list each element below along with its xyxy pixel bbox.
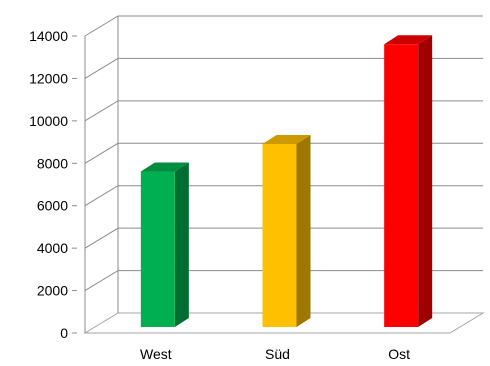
bar-süd bbox=[262, 134, 311, 327]
bar-front-face bbox=[140, 171, 175, 327]
chart-floor bbox=[83, 312, 485, 334]
bar-ost bbox=[384, 35, 433, 327]
y-tick-label: 12000 bbox=[29, 70, 68, 86]
bar-side-face bbox=[174, 162, 189, 327]
chart-bars bbox=[140, 35, 433, 327]
y-axis-tick-labels: 0 2000 4000 6000 8000 10000 12000 14000 bbox=[29, 28, 68, 341]
bar-top-face bbox=[384, 35, 433, 45]
x-category-label: West bbox=[140, 346, 172, 362]
y-tick-label: 10000 bbox=[29, 113, 68, 129]
bar-front-face bbox=[384, 44, 419, 327]
y-tick-label: 2000 bbox=[37, 283, 68, 299]
y-tick-label: 0 bbox=[60, 325, 68, 341]
bar-top-face bbox=[262, 134, 311, 144]
y-tick-label: 14000 bbox=[29, 28, 68, 44]
y-tick-label: 4000 bbox=[37, 240, 68, 256]
bar-front-face bbox=[262, 143, 297, 327]
gridline bbox=[84, 15, 483, 37]
bar-west bbox=[140, 162, 189, 327]
bar-top-face bbox=[140, 162, 189, 172]
x-category-label: Süd bbox=[265, 346, 290, 362]
y-tick-label: 8000 bbox=[37, 155, 68, 171]
bar-side-face bbox=[296, 134, 311, 327]
y-tick-label: 6000 bbox=[37, 198, 68, 214]
bar-side-face bbox=[418, 35, 433, 327]
chart-axes bbox=[72, 16, 485, 334]
x-category-label: Ost bbox=[388, 346, 410, 362]
x-axis-category-labels: West Süd Ost bbox=[140, 346, 410, 362]
